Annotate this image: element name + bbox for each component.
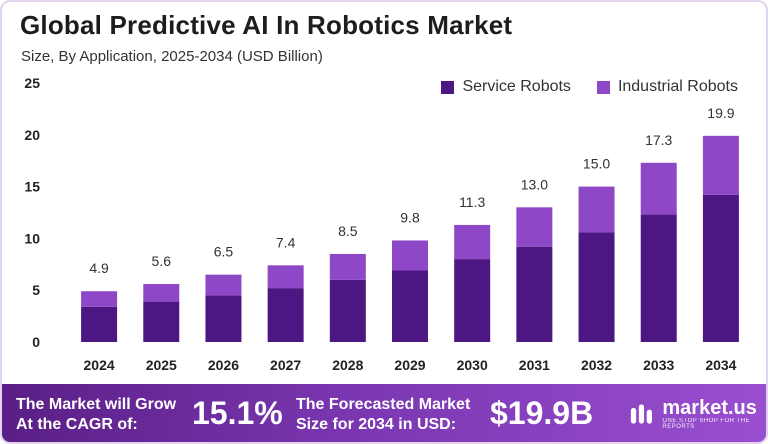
- x-tick-label: 2027: [270, 357, 301, 373]
- bar-industrial: [640, 162, 677, 215]
- cagr-caption-line2: At the CAGR of:: [16, 416, 138, 433]
- bar-industrial: [205, 274, 242, 296]
- bar-industrial: [578, 186, 615, 233]
- cagr-value: 15.1%: [192, 395, 283, 431]
- x-tick-label: 2025: [146, 357, 177, 373]
- y-tick-label: 20: [24, 127, 40, 143]
- bar-service: [454, 259, 491, 342]
- cagr-caption-line1: The Market will Grow: [16, 396, 177, 413]
- bar-industrial: [516, 207, 553, 247]
- x-tick-label: 2026: [208, 357, 239, 373]
- brand-text: market.us ONE STOP SHOP FOR THE REPORTS: [662, 397, 766, 430]
- x-tick-label: 2024: [84, 357, 115, 373]
- data-label-total: 17.3: [645, 132, 672, 148]
- y-tick-label: 0: [32, 334, 40, 350]
- bar-industrial: [267, 265, 304, 289]
- legend-label-service: Service Robots: [462, 78, 571, 95]
- chart-title: Global Predictive AI In Robotics Market: [20, 10, 513, 40]
- x-tick-label: 2030: [457, 357, 488, 373]
- forecast-value: $19.9B: [490, 395, 594, 431]
- x-tick-label: 2033: [643, 357, 674, 373]
- legend-swatch-service: [441, 80, 455, 94]
- brand-mark-icon: [630, 404, 652, 424]
- bar-industrial: [392, 240, 428, 271]
- bar-industrial: [702, 135, 739, 195]
- bar-service: [329, 279, 366, 342]
- bar-service: [205, 295, 242, 342]
- y-tick-label: 5: [32, 282, 40, 298]
- footer-banner: The Market will Grow At the CAGR of: 15.…: [2, 384, 766, 442]
- data-label-total: 13.0: [521, 176, 548, 192]
- y-tick-label: 15: [24, 179, 40, 195]
- bar-service: [640, 214, 677, 342]
- bar-chart: 05101520254.920245.620256.520267.420278.…: [24, 75, 739, 373]
- bar-service: [578, 232, 615, 342]
- x-tick-label: 2032: [581, 357, 612, 373]
- brand-tagline: ONE STOP SHOP FOR THE REPORTS: [662, 418, 751, 430]
- bar-service: [267, 288, 304, 342]
- data-label-total: 15.0: [583, 156, 610, 172]
- data-label-total: 8.5: [338, 223, 358, 239]
- legend-swatch-industrial: [596, 80, 610, 94]
- data-label-total: 5.6: [152, 253, 172, 269]
- legend-label-industrial: Industrial Robots: [617, 78, 738, 95]
- x-tick-label: 2029: [394, 357, 425, 373]
- bar-industrial: [454, 224, 491, 260]
- legend: Service Robots Industrial Robots: [441, 78, 738, 96]
- y-tick-label: 10: [24, 230, 40, 246]
- data-label-total: 11.3: [459, 194, 485, 210]
- legend-item-service: Service Robots: [441, 78, 571, 96]
- x-tick-label: 2031: [519, 357, 550, 373]
- bar-service: [392, 270, 428, 342]
- bar-industrial: [81, 291, 118, 307]
- data-label-total: 7.4: [276, 234, 296, 250]
- data-label-total: 4.9: [89, 260, 109, 276]
- forecast-caption-line2: Size for 2034 in USD:: [296, 416, 457, 433]
- bar-industrial: [329, 253, 366, 280]
- x-tick-label: 2034: [705, 357, 736, 373]
- bar-service: [702, 194, 739, 342]
- bar-service: [143, 301, 180, 342]
- y-tick-label: 25: [24, 75, 40, 91]
- brand-logo[interactable]: market.us ONE STOP SHOP FOR THE REPORTS: [630, 397, 766, 430]
- cagr-caption: The Market will Grow At the CAGR of:: [16, 395, 176, 435]
- data-label-total: 6.5: [214, 244, 234, 260]
- forecast-caption: The Forecasted Market Size for 2034 in U…: [296, 395, 470, 435]
- forecast-caption-line1: The Forecasted Market: [296, 396, 471, 413]
- data-label-total: 19.9: [707, 105, 734, 121]
- bar-industrial: [143, 283, 180, 302]
- x-tick-label: 2028: [332, 357, 363, 373]
- bar-service: [81, 306, 118, 342]
- bar-service: [516, 246, 553, 342]
- data-label-total: 9.8: [400, 209, 420, 225]
- legend-item-industrial: Industrial Robots: [596, 78, 738, 96]
- brand-name: market.us: [662, 397, 757, 419]
- chart-subtitle: Size, By Application, 2025-2034 (USD Bil…: [21, 48, 323, 65]
